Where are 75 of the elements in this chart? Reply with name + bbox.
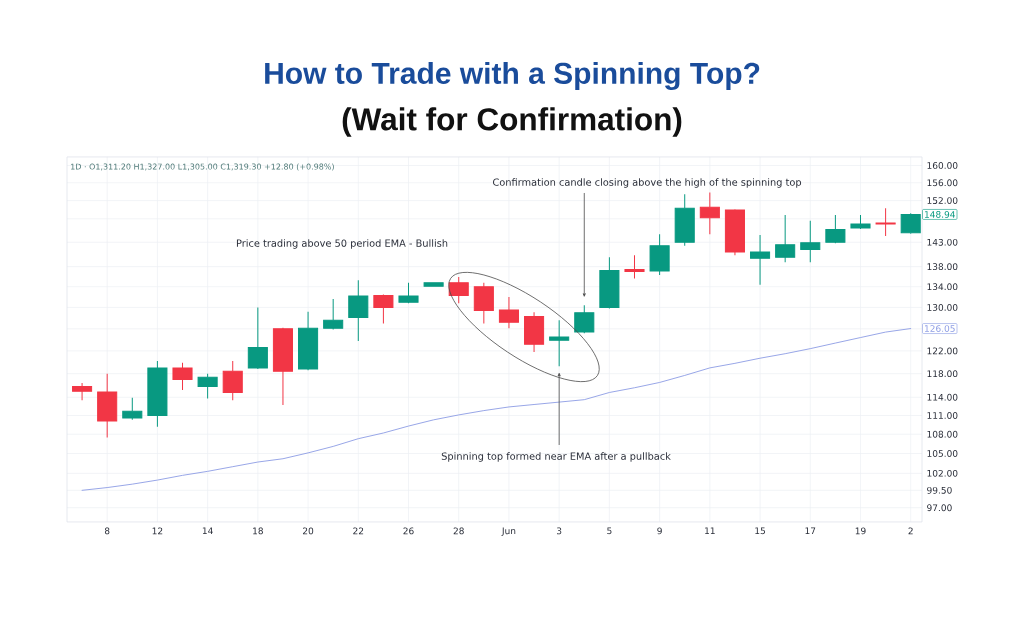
candlestick bbox=[247, 306, 268, 370]
x-tick-label: 3 bbox=[557, 527, 562, 535]
x-tick-label: 22 bbox=[353, 527, 364, 535]
line-series bbox=[81, 328, 912, 491]
candlestick bbox=[398, 282, 419, 304]
candlestick bbox=[498, 296, 519, 329]
x-tick-label: 14 bbox=[202, 527, 213, 535]
candlestick bbox=[649, 233, 670, 276]
x-tick-label: 18 bbox=[253, 527, 263, 535]
x-tick-label: 5 bbox=[607, 527, 612, 535]
y-tick-label: 156.00 bbox=[927, 179, 958, 187]
candlestick bbox=[272, 327, 293, 406]
y-tick-label: 126.05 bbox=[925, 325, 955, 332]
x-tick-label: 20 bbox=[303, 527, 314, 535]
annotation: 1D · O1,311.20 H1,327.00 L1,305.00 C1,319.30 +12.80 (+0.98%) bbox=[71, 163, 334, 171]
y-tick-label: 105.00 bbox=[927, 450, 958, 457]
candlestick bbox=[348, 279, 369, 342]
candlestick bbox=[574, 304, 595, 334]
candlestick bbox=[172, 362, 193, 391]
candlestick bbox=[473, 282, 494, 324]
candlestick bbox=[373, 293, 394, 324]
x-tick-label: 11 bbox=[705, 527, 715, 535]
candlestick bbox=[875, 207, 896, 237]
candlestick bbox=[674, 193, 695, 247]
candlestick bbox=[750, 234, 771, 286]
candlestick bbox=[775, 214, 796, 263]
candlestick bbox=[549, 319, 570, 367]
y-tick-label: 111.00 bbox=[927, 412, 958, 419]
candlestick bbox=[298, 311, 319, 371]
y-tick-label: 130.00 bbox=[927, 304, 958, 311]
annotation: Confirmation candle closing above the high of the spinning top bbox=[493, 178, 802, 188]
x-tick-label: 9 bbox=[657, 527, 662, 535]
y-tick-label: 152.00 bbox=[927, 197, 958, 204]
y-tick-label: 97.00 bbox=[927, 504, 952, 512]
x-tick-label: 12 bbox=[152, 527, 163, 535]
candlestick bbox=[825, 214, 846, 244]
x-tick-label: 17 bbox=[805, 527, 816, 535]
candlestick bbox=[97, 373, 118, 438]
y-tick-label: 148.94 bbox=[925, 211, 955, 218]
x-tick-label: 19 bbox=[855, 527, 866, 535]
candlestick bbox=[448, 276, 469, 304]
candlestick bbox=[222, 360, 243, 401]
candlestick bbox=[72, 382, 93, 401]
x-tick-label: Jun bbox=[501, 527, 516, 536]
candlestick bbox=[599, 256, 620, 310]
y-tick-label: 122.00 bbox=[927, 347, 958, 355]
candlestick bbox=[197, 373, 218, 399]
y-tick-label: 134.00 bbox=[927, 283, 958, 291]
chart-title: How to Trade with a Spinning Top? bbox=[265, 61, 760, 91]
candlestick bbox=[147, 360, 168, 428]
y-tick-label: 143.00 bbox=[927, 238, 958, 246]
candlestick bbox=[800, 220, 821, 263]
candlestick bbox=[122, 397, 143, 421]
y-tick-label: 99.50 bbox=[927, 486, 952, 494]
candlestick bbox=[724, 208, 745, 256]
chart-subtitle: (Wait for Confirmation) bbox=[342, 107, 682, 137]
candlestick bbox=[524, 311, 545, 353]
candlestick bbox=[624, 254, 645, 280]
y-tick-label: 102.00 bbox=[927, 469, 958, 477]
x-tick-label: 15 bbox=[755, 527, 765, 535]
candlestick bbox=[323, 298, 344, 330]
x-tick-label: 8 bbox=[104, 527, 110, 535]
x-tick-label: 28 bbox=[453, 527, 464, 535]
x-tick-label: 26 bbox=[403, 527, 414, 535]
y-tick-label: 114.00 bbox=[927, 393, 958, 401]
y-tick-label: 160.00 bbox=[927, 162, 958, 169]
y-tick-label: 138.00 bbox=[927, 263, 958, 271]
annotation: Spinning top formed near EMA after a pullback bbox=[441, 452, 671, 462]
x-tick-label: 2 bbox=[908, 527, 913, 535]
annotation: Price trading above 50 period EMA - Bullish bbox=[236, 239, 448, 249]
candlestick bbox=[423, 281, 444, 288]
y-tick-label: 108.00 bbox=[927, 430, 958, 438]
y-tick-label: 118.00 bbox=[927, 370, 958, 378]
candlestick bbox=[850, 214, 871, 230]
candlestick bbox=[699, 191, 720, 235]
